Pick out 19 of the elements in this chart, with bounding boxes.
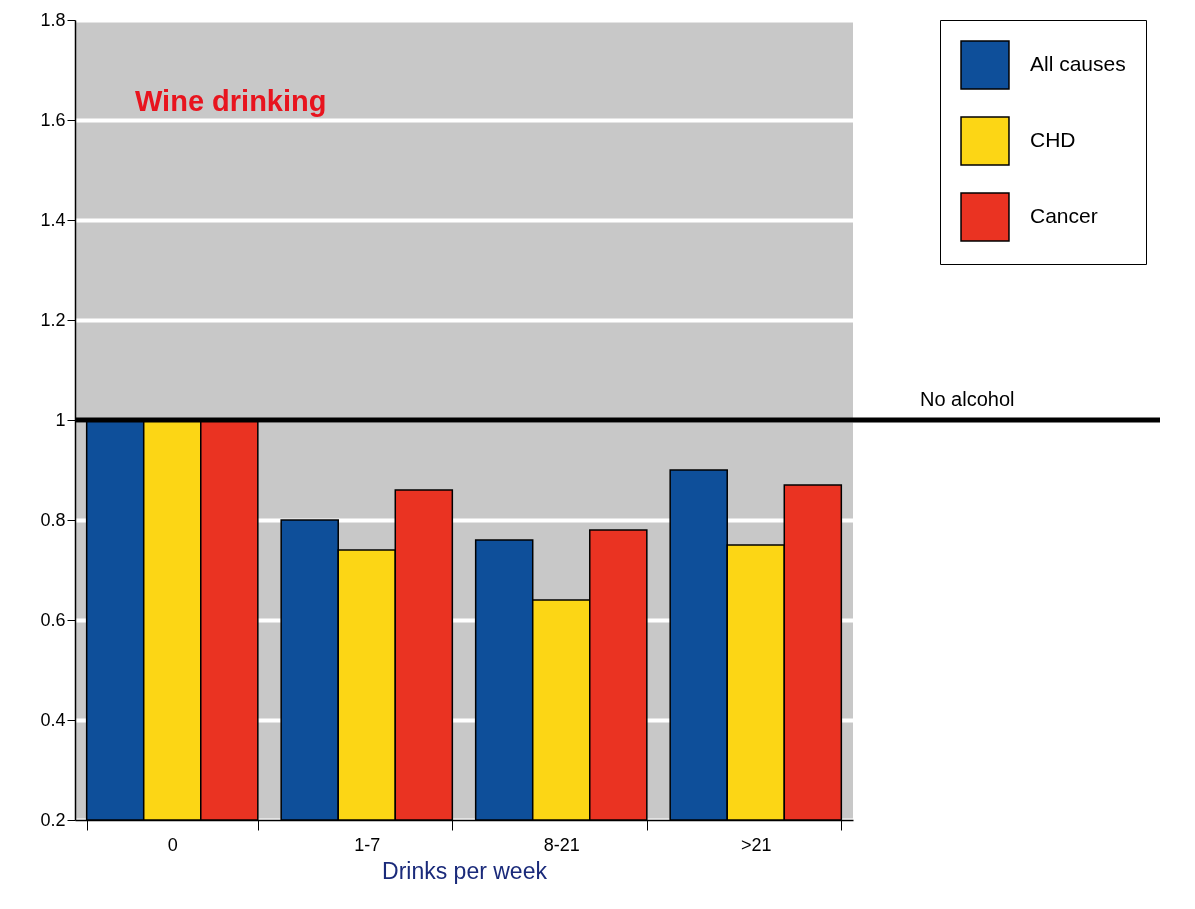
y-tick-label: 1.6 [40, 109, 66, 130]
ref-line-label: No alcohol [920, 388, 1015, 410]
x-axis-title: Drinks per week [382, 857, 548, 884]
x-tick-label: 1-7 [354, 834, 381, 855]
y-tick-label: 1.4 [40, 209, 66, 230]
x-tick-label: >21 [740, 834, 772, 855]
y-tick-label: 0.6 [40, 609, 66, 630]
x-tick-label: 8-21 [543, 834, 580, 855]
y-tick-label: 0.2 [40, 809, 66, 830]
y-tick-label: 0.8 [40, 509, 66, 530]
annotation: Wine drinking [135, 85, 327, 117]
legend-label: Cancer [1030, 204, 1098, 227]
y-tick-label: 1.2 [40, 309, 66, 330]
x-tick-label: 0 [167, 834, 178, 855]
legend-label: All causes [1030, 52, 1126, 75]
legend-label: CHD [1030, 128, 1076, 151]
y-tick-label: 0.4 [40, 709, 66, 730]
y-tick-label: 1.8 [40, 9, 66, 30]
y-tick-label: 1 [55, 409, 66, 430]
